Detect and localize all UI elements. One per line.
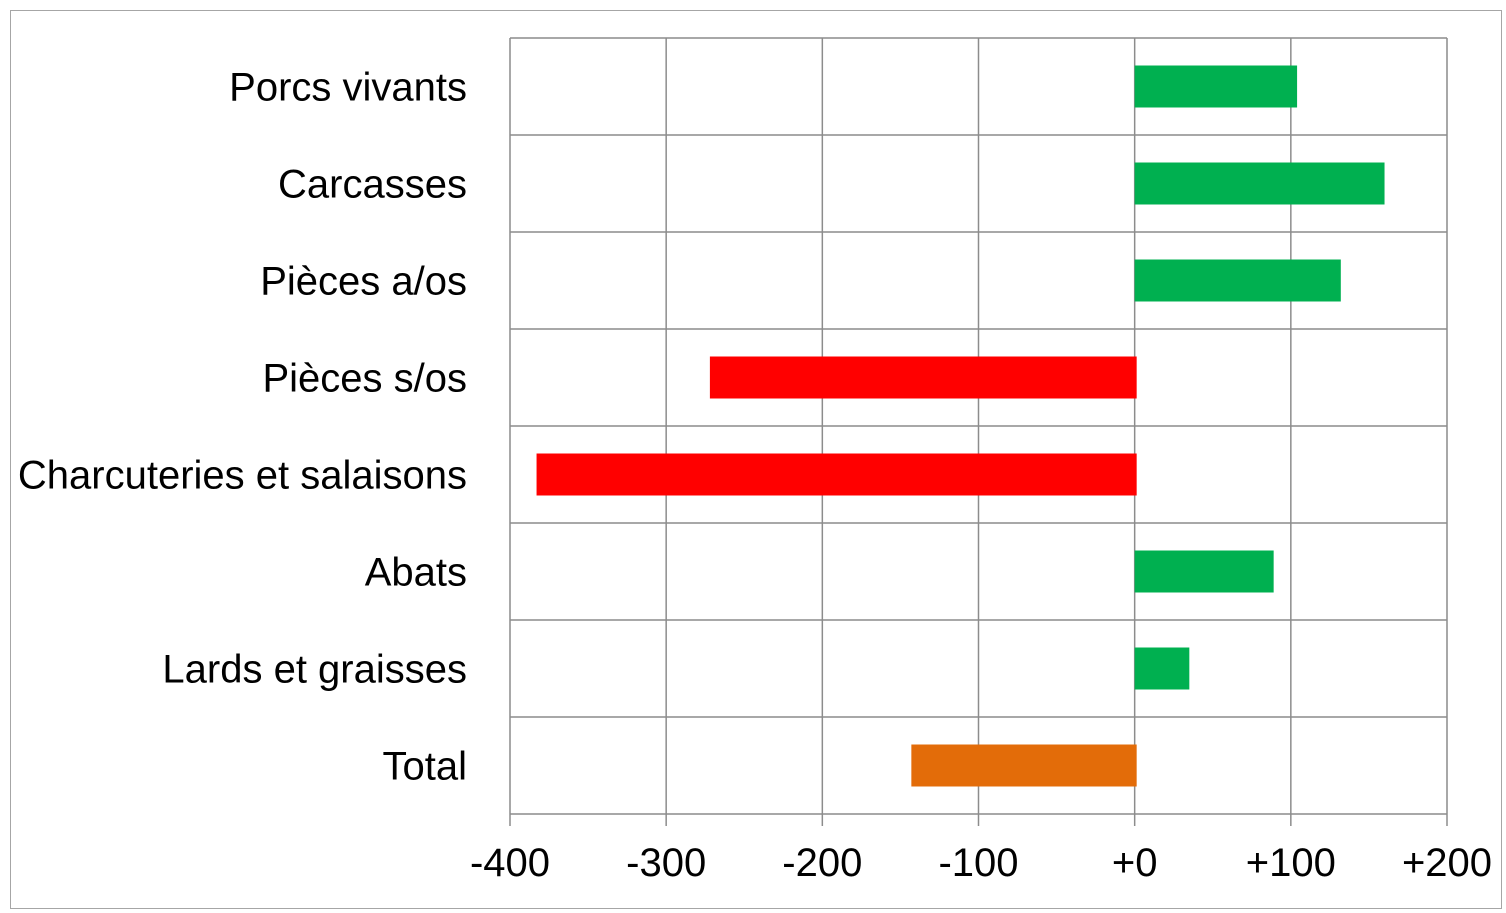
category-label: Porcs vivants [229,66,467,110]
bars [536,65,1385,787]
x-tick-label: -100 [938,841,1018,885]
x-tick-label: -200 [782,841,862,885]
bar-pi-ces-s-os [709,356,1137,399]
category-labels: Porcs vivants Carcasses Pièces a/os Pièces … [18,66,467,789]
bar-charcuteries-et-salaisons [536,453,1137,496]
category-label: Total [383,745,468,789]
category-label: Carcasses [278,163,467,207]
grid-lines [509,37,1448,826]
x-tick-label: +0 [1112,841,1158,885]
category-label: Charcuteries et salaisons [18,454,467,498]
category-label: Abats [365,551,467,595]
bar-total [911,744,1137,787]
x-tick-labels: -400 -300 -200 -100 +0 +100 +200 [470,841,1492,885]
category-label: Lards et graisses [162,648,467,692]
x-tick-label: -400 [470,841,550,885]
x-tick-label: +200 [1402,841,1492,885]
x-tick-label: +100 [1246,841,1336,885]
bar-porcs-vivants [1134,65,1298,108]
bar-carcasses [1134,162,1385,205]
bar-abats [1134,550,1274,593]
bar-pi-ces-a-os [1134,259,1341,302]
category-label: Pièces a/os [260,260,467,304]
category-label: Pièces s/os [262,357,467,401]
bar-lards-et-graisses [1134,647,1190,690]
x-tick-label: -300 [626,841,706,885]
